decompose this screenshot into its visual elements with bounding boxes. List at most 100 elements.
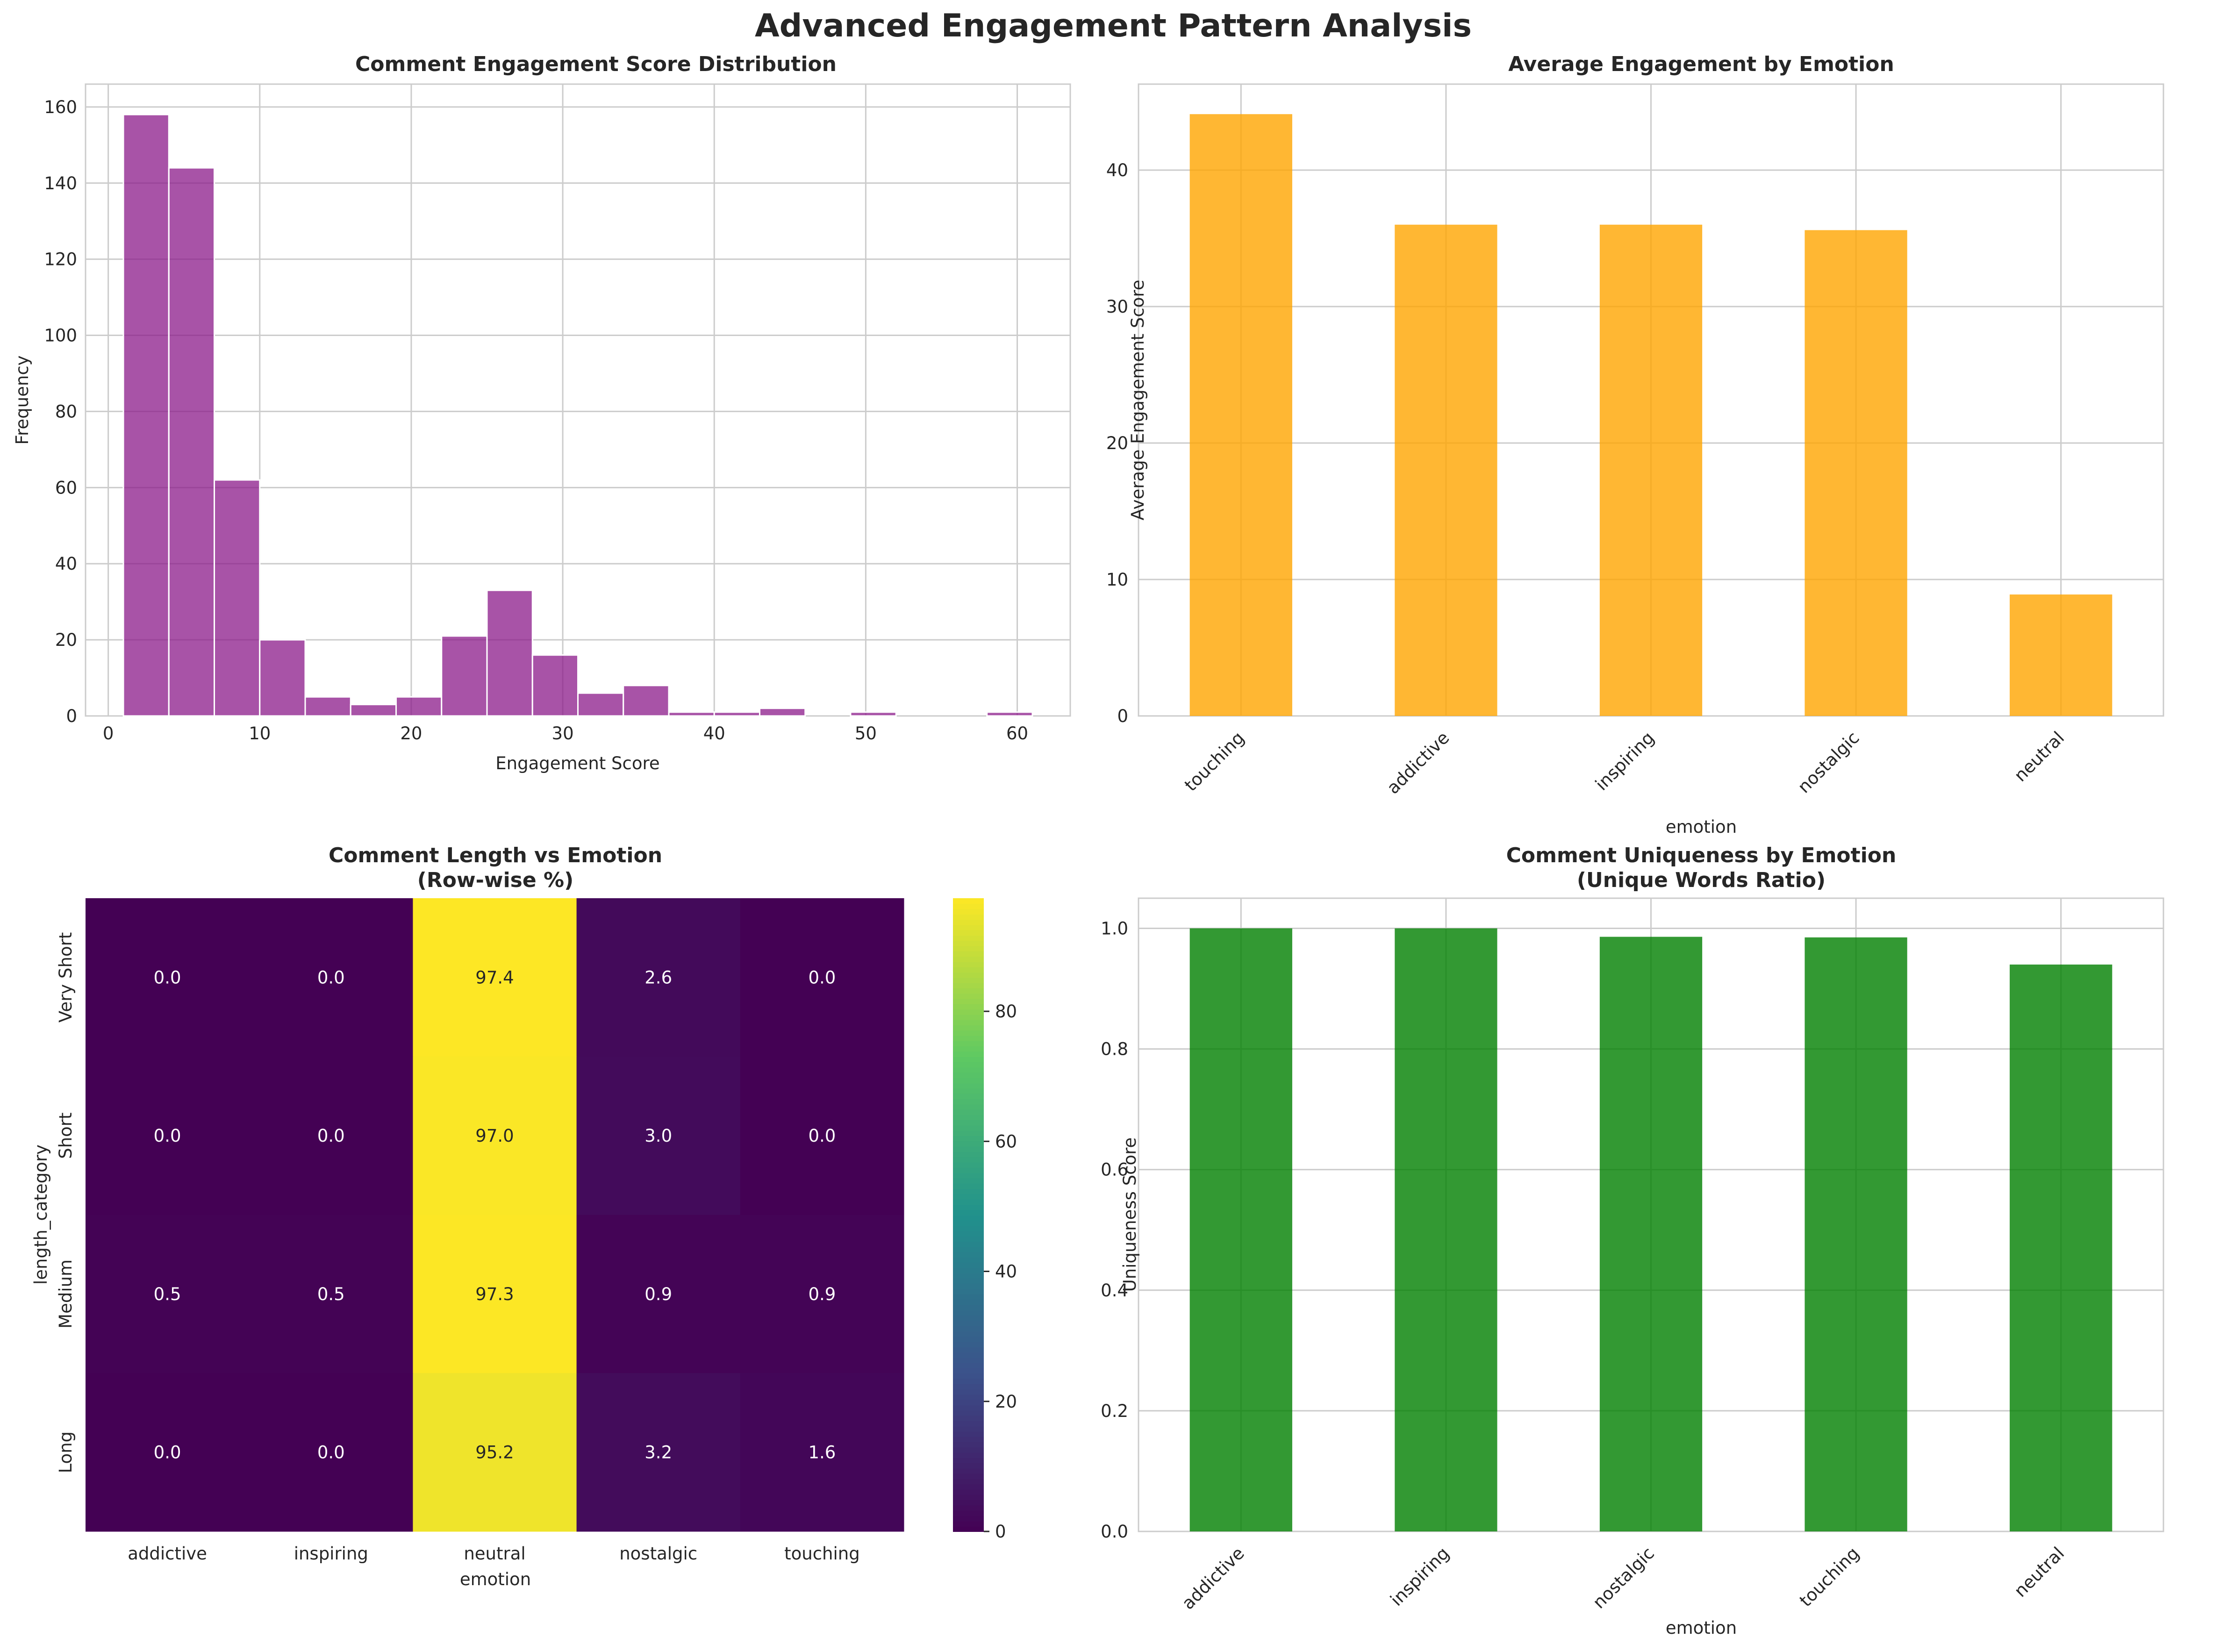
colorbar-segment bbox=[953, 1288, 984, 1294]
colorbar-segment bbox=[953, 1204, 984, 1210]
histogram-title: Comment Engagement Score Distribution bbox=[355, 52, 837, 76]
colorbar-segment bbox=[953, 1257, 984, 1263]
colorbar-segment bbox=[953, 1505, 984, 1511]
colorbar-segment bbox=[953, 1003, 984, 1010]
colorbar-segment bbox=[953, 1236, 984, 1242]
colorbar-segment bbox=[953, 1246, 984, 1252]
histogram-bar bbox=[623, 685, 670, 717]
colorbar-segment bbox=[953, 1220, 984, 1226]
avg-engagement-title: Average Engagement by Emotion bbox=[1508, 52, 1894, 76]
colorbar-segment bbox=[953, 1151, 984, 1158]
colorbar-segment bbox=[953, 1415, 984, 1421]
colorbar-segment bbox=[953, 1215, 984, 1221]
panel-uniqueness: Comment Uniqueness by Emotion (Unique Wo… bbox=[1101, 844, 2164, 1638]
uniqueness-ytick-label: 0.0 bbox=[1101, 1522, 1128, 1542]
histogram-bar bbox=[668, 711, 715, 717]
heatmap-title: Comment Length vs Emotion bbox=[329, 844, 662, 867]
heatmap-ylabel: length_category bbox=[31, 1144, 51, 1285]
heatmap-cells: 0.0 0.0 97.4 2.6 0.0 0.0 0.0 97.0 3.0 0.0 0.5 0.5 97… bbox=[86, 898, 904, 1532]
histogram-ytick-label: 40 bbox=[55, 554, 77, 574]
avg-engagement-xlabel: emotion bbox=[1666, 817, 1737, 837]
colorbar-segment bbox=[953, 1194, 984, 1200]
colorbar-segment bbox=[953, 1494, 984, 1501]
avg-engagement-ytick-label: 10 bbox=[1106, 570, 1128, 590]
colorbar-segment bbox=[953, 1262, 984, 1268]
histogram-xtick-label: 0 bbox=[103, 723, 114, 744]
colorbar-segment bbox=[953, 1178, 984, 1184]
histogram-bar bbox=[759, 708, 806, 717]
heatmap-cell bbox=[740, 1056, 904, 1215]
heatmap-cell bbox=[86, 898, 250, 1057]
colorbar-segment bbox=[953, 1009, 984, 1015]
colorbar-segment bbox=[953, 1426, 984, 1432]
colorbar-segment bbox=[953, 898, 984, 904]
colorbar-segment bbox=[953, 1320, 984, 1326]
panel-avg-engagement: Average Engagement by Emotion 010203040t… bbox=[1106, 52, 2164, 837]
heatmap-cell-label: 3.0 bbox=[644, 1126, 672, 1146]
colorbar-segment bbox=[953, 1330, 984, 1337]
colorbar-segment bbox=[953, 1072, 984, 1078]
colorbar-segment bbox=[953, 1484, 984, 1490]
colorbar-segment bbox=[953, 1336, 984, 1342]
histogram-bar bbox=[259, 639, 306, 717]
histogram-bar bbox=[850, 711, 897, 717]
heatmap-cell-label: 97.0 bbox=[475, 1126, 514, 1146]
histogram-bar bbox=[304, 696, 351, 717]
colorbar-segment bbox=[953, 1083, 984, 1089]
histogram-ytick-label: 100 bbox=[44, 326, 77, 346]
colorbar-segment bbox=[953, 1030, 984, 1036]
histogram-ytick-label: 0 bbox=[66, 706, 77, 726]
histogram-bar bbox=[486, 589, 533, 717]
histogram-bar bbox=[350, 704, 397, 717]
colorbar-segment bbox=[953, 1346, 984, 1353]
colorbar-tick-label: 80 bbox=[995, 1001, 1017, 1022]
heatmap-cell bbox=[413, 898, 577, 1057]
colorbar-segment bbox=[953, 1457, 984, 1464]
colorbar-segment bbox=[953, 998, 984, 1004]
colorbar-segment bbox=[953, 1468, 984, 1474]
colorbar-tick-label: 60 bbox=[995, 1131, 1017, 1151]
uniqueness-bar bbox=[1189, 928, 1292, 1531]
colorbar-segment bbox=[953, 1526, 984, 1532]
colorbar-segment bbox=[953, 1225, 984, 1231]
colorbar-segment bbox=[953, 1141, 984, 1147]
colorbar-segment bbox=[953, 951, 984, 957]
heatmap-xtick-label: neutral bbox=[464, 1544, 525, 1564]
histogram-ytick-label: 140 bbox=[44, 173, 77, 193]
uniqueness-ytick-label: 0.2 bbox=[1101, 1401, 1128, 1421]
heatmap-xtick-label: addictive bbox=[128, 1544, 207, 1564]
uniqueness-bar bbox=[1395, 928, 1497, 1531]
colorbar-segment bbox=[953, 1230, 984, 1237]
histogram-ylabel: Frequency bbox=[12, 355, 32, 444]
uniqueness-xlabel: emotion bbox=[1666, 1618, 1737, 1638]
colorbar-segment bbox=[953, 908, 984, 915]
heatmap-xtick-label: inspiring bbox=[294, 1544, 368, 1564]
colorbar-segment bbox=[953, 919, 984, 925]
colorbar-tick-label: 20 bbox=[995, 1392, 1017, 1412]
colorbar-segment bbox=[953, 1241, 984, 1247]
colorbar-segment bbox=[953, 1378, 984, 1384]
uniqueness-bar bbox=[1805, 937, 1907, 1531]
avg-engagement-ytick-label: 40 bbox=[1106, 160, 1128, 180]
colorbar-segment bbox=[953, 1420, 984, 1427]
colorbar-segment bbox=[953, 1325, 984, 1331]
histogram-bar bbox=[531, 654, 579, 717]
colorbar-segment bbox=[953, 1431, 984, 1437]
colorbar-segment bbox=[953, 1125, 984, 1131]
colorbar-segment bbox=[953, 1014, 984, 1020]
colorbar-segment bbox=[953, 914, 984, 920]
heatmap-cell bbox=[576, 1215, 741, 1373]
colorbar-segment bbox=[953, 1046, 984, 1052]
colorbar-segment bbox=[953, 1114, 984, 1121]
uniqueness-ylabel: Uniqueness Score bbox=[1120, 1137, 1140, 1292]
heatmap-colorbar: 0 20 40 60 80 bbox=[953, 898, 1017, 1542]
colorbar-segment bbox=[953, 1315, 984, 1321]
colorbar-segment bbox=[953, 1473, 984, 1480]
colorbar-segment bbox=[953, 1479, 984, 1485]
histogram-xtick-label: 20 bbox=[400, 723, 422, 744]
heatmap-cell bbox=[249, 1215, 413, 1373]
colorbar-segment bbox=[953, 1389, 984, 1395]
colorbar-segment bbox=[953, 1035, 984, 1041]
colorbar-segment bbox=[953, 1283, 984, 1289]
uniqueness-ytick-label: 0.8 bbox=[1101, 1039, 1128, 1059]
